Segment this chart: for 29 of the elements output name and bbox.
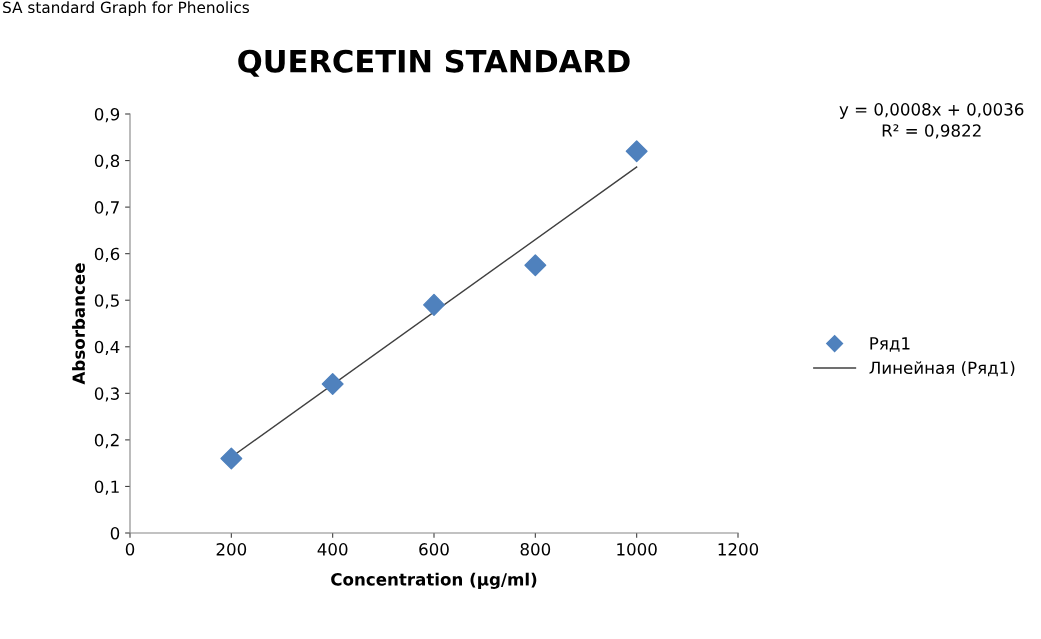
y-tick-label: 0,5 — [94, 294, 119, 309]
x-tick-label: 400 — [317, 543, 348, 556]
legend-label: Ряд1 — [870, 337, 910, 352]
text: SA standard Graph for Phenolics — [3, 1, 250, 17]
x-tick-label: 0 — [125, 543, 135, 556]
x-tick-label: 800 — [520, 543, 551, 556]
y-tick-label: 0,8 — [94, 154, 120, 169]
y-tick-label: 0,7 — [94, 201, 119, 216]
y-tick-label: 0 — [110, 526, 120, 540]
x-axis-title: Concentration (µg/ml) — [331, 572, 537, 589]
point — [625, 140, 648, 163]
y-axis-title: Absorbancee — [72, 263, 85, 385]
text: y = 0,0008x + 0,0036 R² = 0,9822 — [839, 103, 1024, 139]
y-tick-label: 0,6 — [94, 247, 120, 262]
chart-title: QUERCETIN STANDARD — [238, 49, 630, 77]
x-tick-label: 1000 — [617, 543, 657, 556]
y-tick-label: 0,3 — [94, 387, 119, 402]
point — [423, 293, 445, 316]
point — [220, 447, 243, 470]
x-tick-label: 600 — [419, 543, 449, 556]
point — [524, 254, 547, 277]
y-tick-label: 0,2 — [94, 433, 119, 449]
legend-label: Линейная (Ряд1) — [869, 361, 1015, 377]
y-tick-label: 0,4 — [94, 340, 120, 356]
y-tick-label: 0,1 — [94, 480, 119, 495]
y-tick-label: 0,9 — [94, 107, 120, 123]
x-tick-label: 200 — [216, 543, 247, 556]
point — [321, 373, 344, 396]
x-tick-label: 1200 — [718, 543, 759, 556]
